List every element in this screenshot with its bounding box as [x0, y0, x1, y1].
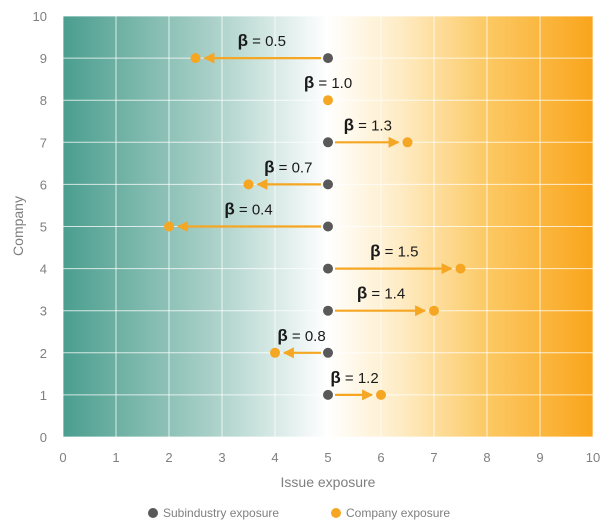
legend-marker-company	[331, 508, 341, 518]
x-tick-label: 5	[324, 450, 331, 465]
beta-symbol: β	[238, 31, 248, 50]
beta-value: = 1.0	[314, 75, 352, 92]
beta-symbol: β	[264, 157, 274, 176]
beta-annotation: β = 1.3	[344, 115, 392, 134]
beta-annotation: β = 1.5	[370, 242, 418, 261]
subindustry-exposure-point	[323, 221, 333, 232]
x-tick-label: 3	[218, 450, 225, 465]
company-exposure-point	[243, 179, 254, 190]
x-tick-label: 7	[430, 450, 437, 465]
legend-label-subindustry: Subindustry exposure	[163, 506, 279, 520]
y-tick-label: 7	[40, 135, 47, 150]
beta-value: = 1.3	[354, 117, 392, 134]
y-tick-label: 10	[33, 9, 47, 24]
x-tick-label: 2	[165, 450, 172, 465]
x-axis-ticks: 0 1 2 3 4 5 6 7 8 9 10	[59, 450, 600, 465]
beta-annotation: β = 1.2	[330, 368, 378, 387]
y-tick-label: 5	[40, 220, 47, 235]
y-axis-title: Company	[10, 196, 26, 256]
company-exposure-point	[455, 263, 466, 274]
beta-value: = 0.5	[248, 33, 286, 50]
company-exposure-point	[270, 347, 280, 358]
beta-value: = 0.4	[235, 202, 273, 219]
company-exposure-point	[429, 305, 439, 316]
legend: Subindustry exposure Company exposure	[148, 506, 450, 520]
beta-symbol: β	[330, 368, 340, 387]
y-tick-label: 1	[40, 388, 47, 403]
exposure-arrows	[176, 52, 453, 401]
subindustry-exposure-point	[323, 53, 333, 64]
subindustry-exposure-point	[323, 347, 333, 358]
subindustry-exposure-point	[323, 389, 333, 400]
x-tick-label: 4	[271, 450, 278, 465]
beta-symbol: β	[357, 284, 367, 303]
beta-annotations: β = 0.5β = 1.0β = 1.3β = 0.7β = 0.4β = 1…	[224, 31, 418, 387]
beta-annotation: β = 0.4	[224, 200, 272, 219]
y-tick-label: 3	[40, 304, 47, 319]
x-tick-label: 9	[536, 450, 543, 465]
beta-annotation: β = 0.5	[238, 31, 286, 50]
y-tick-label: 8	[40, 93, 47, 108]
y-tick-label: 4	[40, 262, 47, 277]
beta-value: = 1.4	[367, 286, 405, 303]
y-tick-label: 9	[40, 51, 47, 66]
company-exposure-point	[164, 221, 174, 232]
company-exposure-point	[376, 389, 386, 400]
beta-annotation: β = 0.8	[277, 326, 325, 345]
x-tick-label: 1	[112, 450, 119, 465]
y-axis-ticks: 0 1 2 3 4 5 6 7 8 9 10	[33, 9, 47, 445]
beta-value: = 1.5	[380, 244, 418, 261]
beta-symbol: β	[344, 115, 354, 134]
beta-symbol: β	[304, 73, 314, 92]
x-tick-label: 8	[483, 450, 490, 465]
subindustry-exposure-point	[323, 263, 333, 274]
x-tick-label: 0	[59, 450, 66, 465]
subindustry-exposure-point	[323, 137, 333, 148]
beta-value: = 0.8	[288, 328, 326, 345]
legend-label-company: Company exposure	[346, 506, 450, 520]
y-tick-label: 6	[40, 177, 47, 192]
subindustry-exposure-point	[323, 179, 333, 190]
beta-annotation: β = 1.0	[304, 73, 352, 92]
company-exposure-point	[402, 137, 413, 148]
beta-annotation: β = 0.7	[264, 157, 312, 176]
y-tick-label: 2	[40, 346, 47, 361]
beta-value: = 1.2	[341, 370, 379, 387]
beta-symbol: β	[370, 242, 380, 261]
beta-annotation: β = 1.4	[357, 284, 405, 303]
x-axis-title: Issue exposure	[281, 474, 376, 490]
x-tick-label: 10	[586, 450, 600, 465]
beta-value: = 0.7	[274, 159, 312, 176]
beta-symbol: β	[277, 326, 287, 345]
beta-symbol: β	[224, 200, 234, 219]
data-points	[164, 53, 466, 400]
company-exposure-point	[323, 95, 333, 106]
y-tick-label: 0	[40, 430, 47, 445]
legend-marker-subindustry	[148, 508, 158, 518]
company-exposure-point	[190, 53, 201, 64]
x-tick-label: 6	[377, 450, 384, 465]
subindustry-exposure-point	[323, 305, 333, 316]
